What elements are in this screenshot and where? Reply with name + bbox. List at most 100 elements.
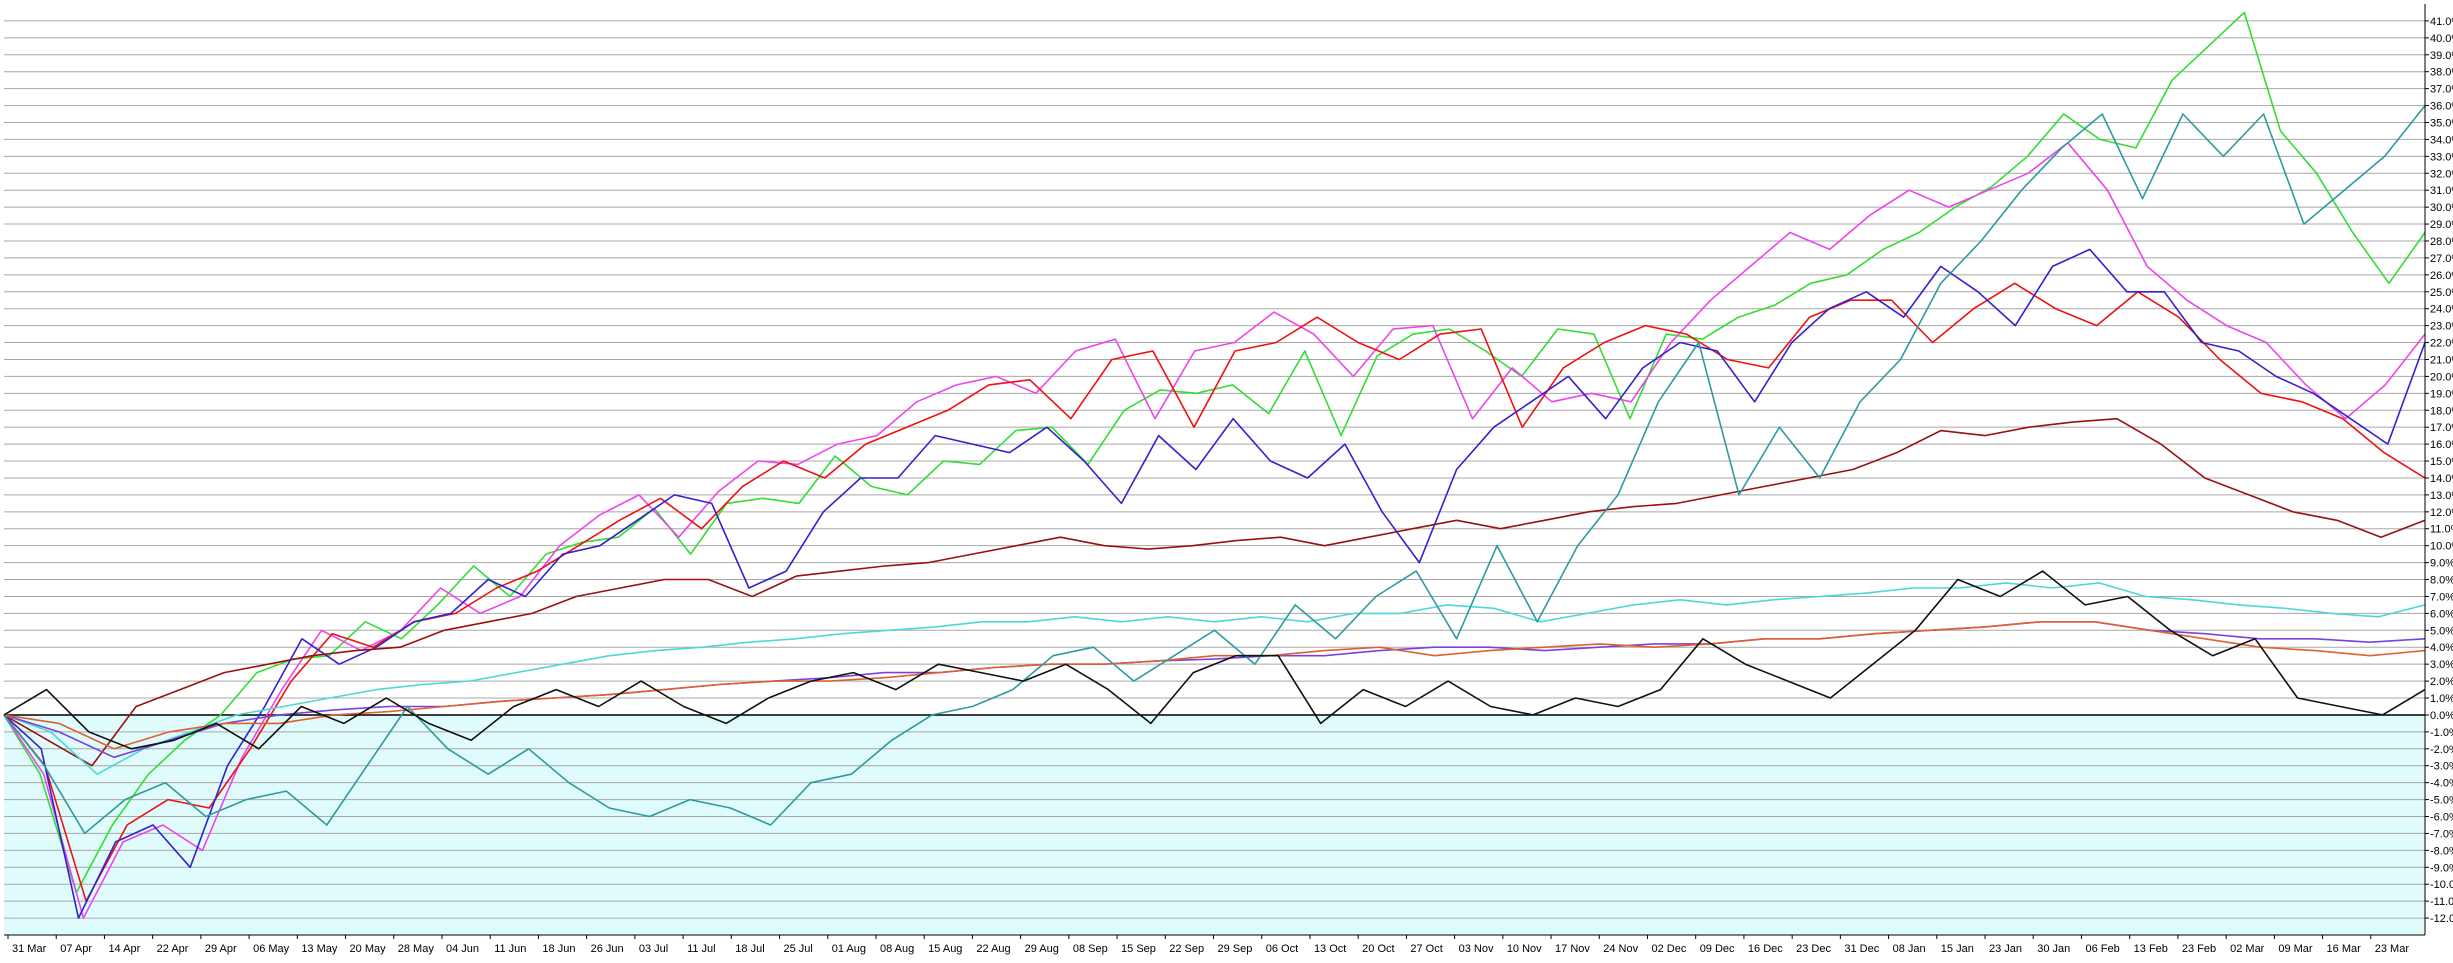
y-tick-label: 34.0% [2430, 134, 2453, 146]
y-tick-label: 2.0% [2430, 676, 2453, 688]
y-tick-label: 21.0% [2430, 354, 2453, 366]
x-tick-label: 13 Feb [2134, 943, 2168, 955]
y-tick-label: 6.0% [2430, 608, 2453, 620]
x-tick-label: 15 Sep [1121, 943, 1156, 955]
x-tick-label: 02 Dec [1651, 943, 1686, 955]
x-tick-label: 13 Oct [1314, 943, 1346, 955]
y-tick-label: 35.0% [2430, 117, 2453, 129]
series-line-4 [3, 248, 2426, 919]
x-tick-label: 27 Oct [1410, 943, 1442, 955]
y-tick-label: 10.0% [2430, 541, 2453, 553]
y-tick-label: -11.0% [2430, 896, 2453, 908]
x-tick-label: 23 Mar [2375, 943, 2410, 955]
y-tick-label: 1.0% [2430, 693, 2453, 705]
x-tick-label: 09 Mar [2278, 943, 2313, 955]
y-tick-label: 22.0% [2430, 338, 2453, 350]
y-tick-label: 19.0% [2430, 388, 2453, 400]
y-tick-label: 4.0% [2430, 642, 2453, 654]
y-tick-label: 17.0% [2430, 422, 2453, 434]
x-tick-label: 31 Mar [12, 943, 47, 955]
y-tick-label: -9.0% [2430, 862, 2453, 874]
x-tick-label: 03 Nov [1459, 943, 1494, 955]
x-tick-label: 11 Jun [494, 943, 526, 955]
y-tick-label: 39.0% [2430, 50, 2453, 62]
x-tick-label: 29 Sep [1218, 943, 1253, 955]
x-tick-label: 02 Mar [2230, 943, 2265, 955]
y-tick-label: -10.0% [2430, 879, 2453, 891]
y-tick-label: 0.0% [2430, 710, 2453, 722]
x-tick-label: 04 Jun [446, 943, 479, 955]
y-tick-label: 18.0% [2430, 405, 2453, 417]
x-tick-label: 26 Jun [591, 943, 624, 955]
y-tick-label: 28.0% [2430, 236, 2453, 248]
x-tick-label: 25 Jul [784, 943, 813, 955]
x-tick-label: 13 May [301, 943, 338, 955]
x-tick-label: 23 Feb [2182, 943, 2216, 955]
x-tick-label: 06 May [253, 943, 290, 955]
y-tick-label: 12.0% [2430, 507, 2453, 519]
x-tick-label: 20 May [350, 943, 387, 955]
x-tick-label: 15 Jan [1941, 943, 1974, 955]
y-tick-label: 37.0% [2430, 84, 2453, 96]
x-tick-label: 10 Nov [1507, 943, 1542, 955]
x-tick-label: 03 Jul [639, 943, 668, 955]
x-tick-label: 22 Aug [976, 943, 1010, 955]
x-tick-label: 11 Jul [687, 943, 716, 955]
y-tick-label: 20.0% [2430, 371, 2453, 383]
x-tick-label: 08 Jan [1893, 943, 1926, 955]
y-tick-label: 31.0% [2430, 185, 2453, 197]
x-tick-label: 29 Apr [205, 943, 237, 955]
x-tick-label: 07 Apr [60, 943, 92, 955]
x-tick-label: 06 Oct [1266, 943, 1298, 955]
x-tick-label: 30 Jan [2037, 943, 2070, 955]
y-tick-label: 30.0% [2430, 202, 2453, 214]
x-tick-label: 24 Nov [1603, 943, 1638, 955]
y-tick-label: 40.0% [2430, 33, 2453, 45]
y-tick-label: -3.0% [2430, 761, 2453, 773]
y-tick-label: 7.0% [2430, 591, 2453, 603]
y-tick-label: 36.0% [2430, 101, 2453, 113]
x-tick-label: 18 Jun [542, 943, 575, 955]
y-tick-label: 29.0% [2430, 219, 2453, 231]
y-tick-label: -4.0% [2430, 778, 2453, 790]
y-tick-label: 32.0% [2430, 168, 2453, 180]
x-tick-label: 23 Dec [1796, 943, 1831, 955]
x-tick-label: 28 May [398, 943, 435, 955]
series-line-5 [3, 417, 2426, 767]
x-tick-label: 09 Dec [1700, 943, 1735, 955]
y-tick-label: 27.0% [2430, 253, 2453, 265]
y-tick-label: -6.0% [2430, 812, 2453, 824]
y-tick-label: 23.0% [2430, 321, 2453, 333]
x-tick-label: 23 Jan [1989, 943, 2022, 955]
x-tick-label: 16 Dec [1748, 943, 1783, 955]
x-tick-label: 31 Dec [1844, 943, 1879, 955]
x-tick-label: 22 Apr [157, 943, 189, 955]
y-tick-label: 33.0% [2430, 151, 2453, 163]
y-tick-label: 16.0% [2430, 439, 2453, 451]
y-tick-label: 5.0% [2430, 625, 2453, 637]
y-tick-label: 8.0% [2430, 575, 2453, 587]
x-tick-label: 06 Feb [2085, 943, 2119, 955]
y-tick-label: 38.0% [2430, 67, 2453, 79]
y-tick-label: 11.0% [2430, 524, 2453, 536]
x-tick-label: 08 Sep [1073, 943, 1108, 955]
y-tick-label: 15.0% [2430, 456, 2453, 468]
y-tick-label: 13.0% [2430, 490, 2453, 502]
series-line-9 [3, 105, 2426, 835]
x-tick-label: 22 Sep [1169, 943, 1204, 955]
x-tick-label: 18 Jul [735, 943, 764, 955]
x-tick-label: 08 Aug [880, 943, 914, 955]
x-tick-label: 14 Apr [108, 943, 140, 955]
plot-background-negative [4, 714, 2425, 935]
x-tick-label: 16 Mar [2327, 943, 2362, 955]
y-tick-label: -5.0% [2430, 795, 2453, 807]
y-tick-label: 26.0% [2430, 270, 2453, 282]
y-tick-label: -12.0% [2430, 913, 2453, 925]
x-tick-label: 29 Aug [1025, 943, 1059, 955]
x-tick-label: 15 Aug [928, 943, 962, 955]
x-tick-label: 01 Aug [832, 943, 866, 955]
series-line-10 [3, 570, 2426, 750]
y-tick-label: 41.0% [2430, 16, 2453, 28]
series-line-2 [3, 142, 2426, 919]
